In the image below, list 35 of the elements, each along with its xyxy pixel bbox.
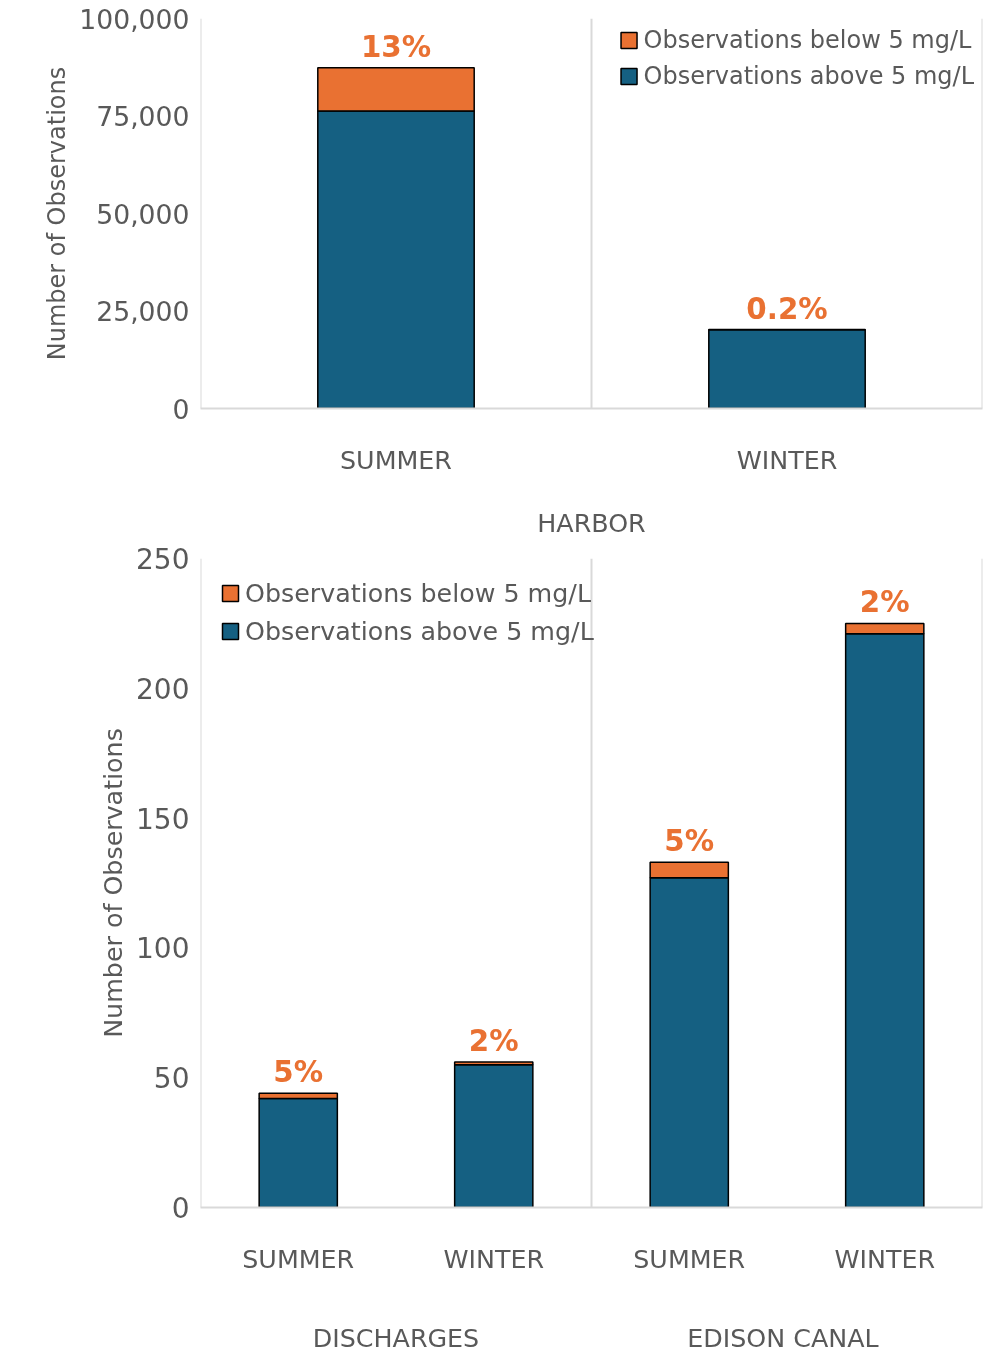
annotation: 2%	[468, 1024, 519, 1059]
y-tick-label: 100	[136, 932, 190, 966]
y-tick-label: 200	[136, 672, 190, 706]
annotation: 13%	[360, 29, 432, 64]
bar	[708, 328, 866, 409]
legend-label: Observations above 5 mg/L	[245, 616, 594, 646]
y-tick-label: 250	[136, 543, 190, 576]
y-tick-label: 50	[153, 1062, 190, 1096]
y-tick-label: 150	[136, 802, 190, 836]
bar	[258, 1097, 339, 1208]
x-tick-label: WINTER	[736, 444, 838, 475]
annotation: 5%	[664, 824, 715, 859]
legend-label: Observations below 5 mg/L	[643, 26, 972, 54]
y-tick-label: 50,000	[96, 198, 190, 230]
x-tick-label: SUMMER	[633, 1243, 746, 1274]
y-tick-label: 0	[172, 393, 190, 425]
annotation: 2%	[859, 585, 910, 620]
legend-label: Observations below 5 mg/L	[245, 578, 591, 608]
y-tick-label: 100,000	[79, 3, 190, 35]
legend-label: Observations above 5 mg/L	[643, 62, 974, 90]
x-tick-label: SUMMER	[242, 1243, 355, 1274]
y-tick-label: 75,000	[96, 101, 190, 132]
bar	[453, 1063, 534, 1208]
y-axis-title: Number of Observations	[43, 66, 72, 361]
y-tick-label: 25,000	[96, 296, 190, 327]
x-axis-title: HARBOR	[537, 507, 646, 538]
y-axis-title: Number of Observations	[98, 728, 129, 1038]
x-tick-label: SUMMER	[340, 444, 452, 475]
annotation: 0.2%	[746, 291, 828, 326]
x-tick-label: WINTER	[443, 1243, 545, 1274]
text: EDISON CANAL	[687, 1322, 879, 1353]
y-tick-label: 0	[171, 1192, 190, 1225]
x-tick-label: WINTER	[834, 1243, 936, 1274]
annotation: 5%	[273, 1055, 324, 1090]
text: DISCHARGES	[312, 1322, 480, 1353]
